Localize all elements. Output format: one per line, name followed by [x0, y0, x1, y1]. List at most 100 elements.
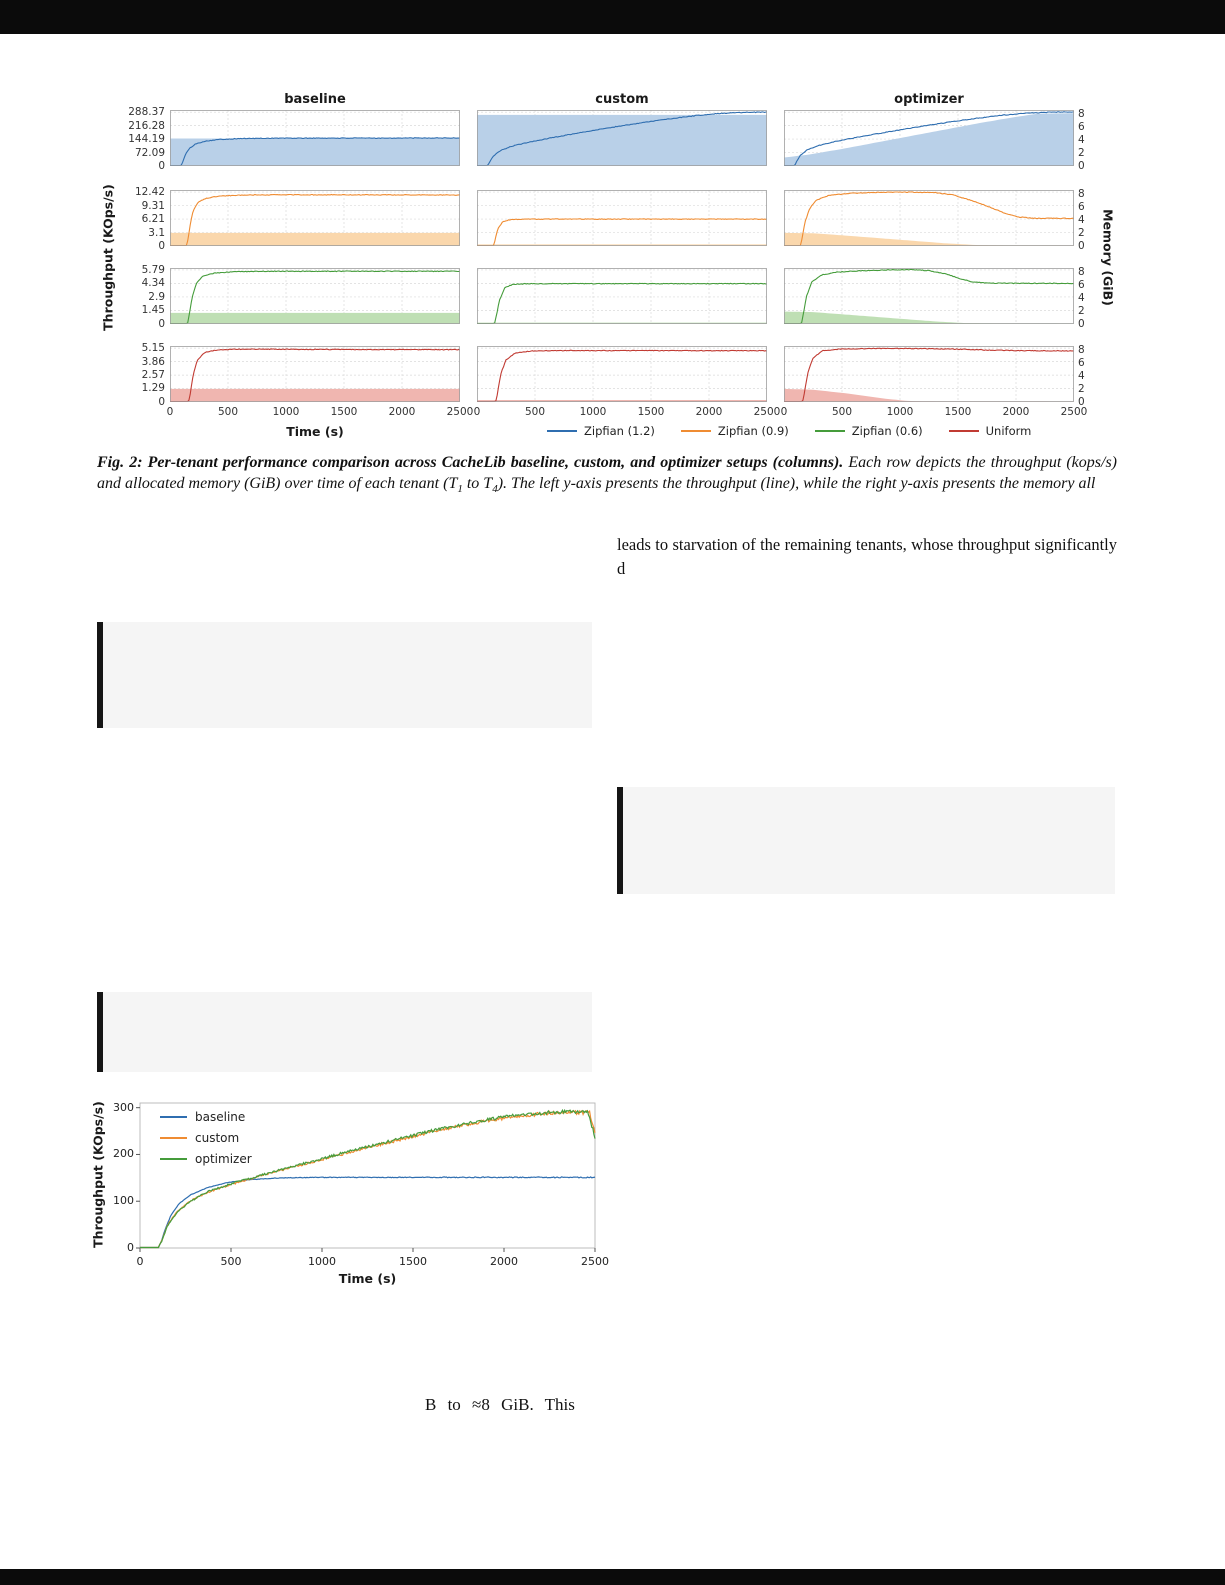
aggregate-x-tick-label: 2000	[490, 1255, 518, 1268]
legend-label: Uniform	[985, 424, 1032, 438]
throughput-tick-label: 5.15	[141, 342, 165, 355]
aggregate-x-tick-label: 2500	[581, 1255, 609, 1268]
chart-custom-uniform	[477, 346, 767, 402]
memory-tick-label: 2	[1078, 226, 1085, 239]
throughput-tick-label: 216.28	[128, 119, 165, 132]
memory-tick-label: 2	[1078, 304, 1085, 317]
time-tick-label: 500	[524, 406, 546, 418]
time-tick-label: 2500	[1060, 406, 1088, 418]
placeholder-left-rule	[97, 992, 103, 1072]
caption-sub-1: 1	[457, 483, 463, 496]
aggregate-legend-line-swatch	[160, 1136, 187, 1139]
aggregate-legend-label: baseline	[195, 1109, 246, 1124]
chart-custom-zipfian-0.9-	[477, 190, 767, 246]
scan-artifact-bottom-bar	[0, 1569, 1225, 1585]
chart-custom-zipfian-0.6-	[477, 268, 767, 324]
column-title-custom: custom	[595, 92, 649, 107]
aggregate-legend-item-custom: custom	[160, 1127, 252, 1148]
aggregate-x-tick-label: 500	[220, 1255, 242, 1268]
chart-baseline-zipfian-1.2-	[170, 110, 460, 166]
scan-artifact-top-bar	[0, 0, 1225, 34]
column-title-optimizer: optimizer	[894, 92, 964, 107]
throughput-tick-label: 4.34	[141, 277, 165, 290]
aggregate-y-tick-label: 100	[113, 1194, 134, 1208]
throughput-tick-label: 6.21	[141, 213, 165, 226]
time-tick-label: 1500	[944, 406, 972, 418]
time-tick-label: 0	[166, 406, 174, 418]
figure-legend: Zipfian (1.2) Zipfian (0.9) Zipfian (0.6) U…	[547, 424, 1031, 438]
time-tick-label: 1000	[272, 406, 300, 418]
aggregate-y-tick-label: 200	[113, 1147, 134, 1161]
subplot-baseline-row4	[170, 346, 460, 402]
subplot-optimizer-row1	[784, 110, 1074, 166]
subplot-custom-row4	[477, 346, 767, 402]
aggregate-legend: baseline custom optimizer	[160, 1106, 252, 1169]
throughput-tick-label: 0	[158, 318, 165, 330]
placeholder-left-rule	[617, 787, 623, 894]
time-tick-label: 1000	[579, 406, 607, 418]
time-tick-label: 2500	[446, 406, 474, 418]
chart-baseline-zipfian-0.6-	[170, 268, 460, 324]
legend-label: Zipfian (0.9)	[717, 424, 789, 438]
time-tick-label: 0	[473, 406, 481, 418]
time-tick-label: 1500	[330, 406, 358, 418]
aggregate-legend-line-swatch	[160, 1115, 187, 1118]
memory-tick-label: 0	[1078, 160, 1085, 172]
column-title-baseline: baseline	[284, 92, 346, 107]
subplot-custom-row1	[477, 110, 767, 166]
throughput-tick-label: 0	[158, 396, 165, 408]
memory-tick-label: 4	[1078, 291, 1085, 304]
legend-line-swatch	[547, 430, 577, 432]
aggregate-y-tick-label: 0	[127, 1241, 134, 1254]
memory-tick-label: 8	[1078, 343, 1085, 356]
placeholder-block-1	[97, 622, 592, 728]
memory-tick-label: 8	[1078, 265, 1085, 278]
placeholder-block-3	[97, 992, 592, 1072]
memory-tick-label: 4	[1078, 133, 1085, 146]
caption-body-1: Each row depicts the throughput (kops/s)…	[97, 454, 1117, 493]
memory-tick-label: 0	[1078, 318, 1085, 330]
memory-tick-label: 0	[1078, 240, 1085, 252]
memory-tick-label: 4	[1078, 369, 1085, 382]
aggregate-chart-canvas	[136, 1102, 596, 1252]
aggregate-throughput-chart: Throughput (KOps/s) Time (s) baseline cus…	[88, 1090, 628, 1300]
caption-sub-2: 4	[492, 483, 498, 496]
figure-caption: Fig. 2: Per-tenant performance compariso…	[97, 452, 1117, 497]
aggregate-legend-line-swatch	[160, 1157, 187, 1160]
chart-optimizer-zipfian-0.9-	[784, 190, 1074, 246]
throughput-tick-label: 5.79	[141, 263, 165, 276]
aggregate-legend-label: custom	[195, 1130, 240, 1145]
memory-tick-label: 6	[1078, 200, 1085, 213]
legend-line-swatch	[680, 430, 711, 432]
subplot-optimizer-row2	[784, 190, 1074, 246]
aggregate-x-tick-label: 1000	[308, 1255, 336, 1268]
time-tick-label: 0	[780, 406, 788, 418]
legend-label: Zipfian (0.6)	[851, 424, 923, 438]
legend-item-zipfian-0.9-: Zipfian (0.9)	[680, 424, 789, 438]
throughput-tick-label: 1.29	[141, 382, 165, 395]
figure-2: baseline custom optimizer Throughput (KO…	[95, 90, 1130, 454]
throughput-tick-label: 1.45	[141, 304, 165, 317]
legend-item-zipfian-0.6-: Zipfian (0.6)	[814, 424, 923, 438]
memory-tick-label: 2	[1078, 146, 1085, 159]
subplot-optimizer-row3	[784, 268, 1074, 324]
aggregate-x-axis-label: Time (s)	[338, 1271, 397, 1286]
throughput-tick-label: 288.37	[128, 106, 165, 119]
aggregate-x-tick-label: 1500	[399, 1255, 427, 1268]
throughput-tick-label: 3.1	[148, 226, 165, 239]
aggregate-y-tick-label: 300	[113, 1100, 134, 1114]
aggregate-legend-item-optimizer: optimizer	[160, 1148, 252, 1169]
memory-tick-label: 6	[1078, 120, 1085, 133]
time-tick-label: 2000	[388, 406, 416, 418]
legend-label: Zipfian (1.2)	[584, 424, 655, 438]
memory-tick-label: 0	[1078, 396, 1085, 408]
throughput-tick-label: 0	[158, 160, 165, 172]
memory-tick-label: 8	[1078, 187, 1085, 200]
aggregate-x-tick-label: 0	[136, 1255, 144, 1268]
time-tick-label: 2000	[695, 406, 723, 418]
chart-optimizer-zipfian-1.2-	[784, 110, 1074, 166]
memory-tick-label: 2	[1078, 382, 1085, 395]
time-tick-label: 500	[831, 406, 853, 418]
subplot-custom-row3	[477, 268, 767, 324]
